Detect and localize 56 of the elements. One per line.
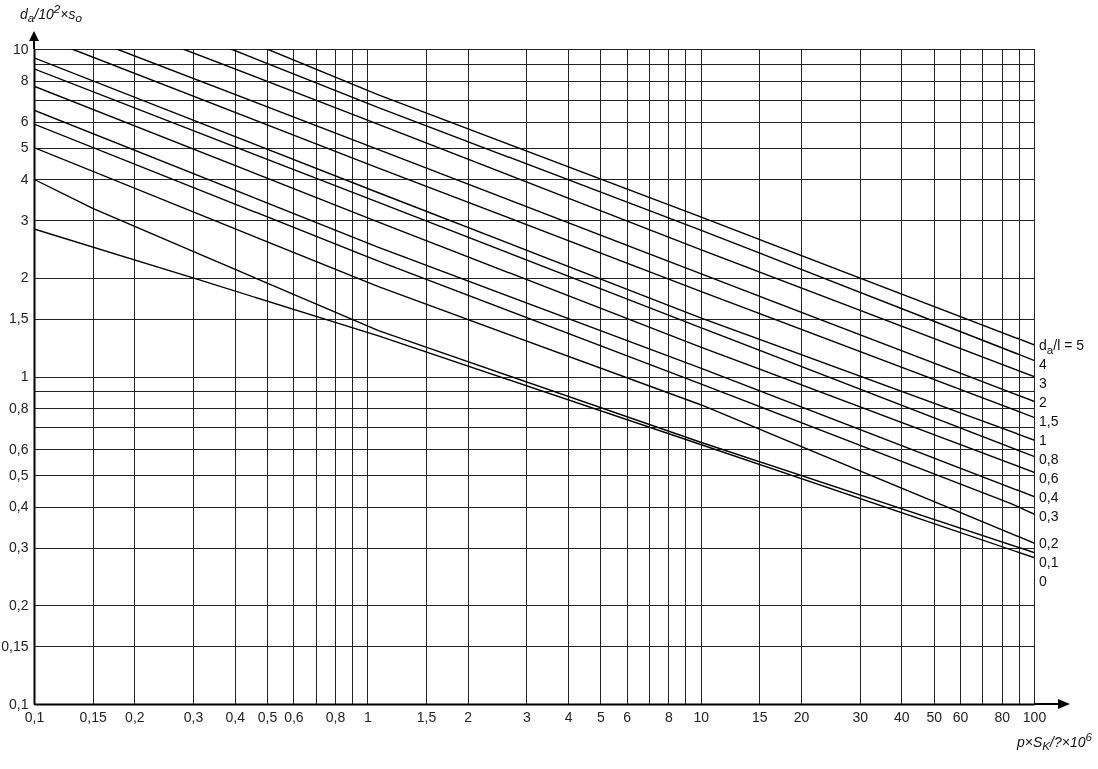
x-tick-label: 0,4 xyxy=(225,708,246,725)
y-tick-label: 0,5 xyxy=(9,466,29,483)
x-tick-label: 0,3 xyxy=(183,708,204,725)
y-tick-label: 1 xyxy=(20,368,29,384)
x-tick-label: 0,15 xyxy=(79,708,108,725)
x-axis-title: p×S$_{K}$/?×10$^{6}$ xyxy=(1016,730,1092,753)
series-label: 1 xyxy=(1039,431,1047,448)
series-label: d$_{a}$/l = 5 xyxy=(1039,336,1085,356)
x-tick-label: 0,6 xyxy=(284,708,304,725)
x-tick-label: 100 xyxy=(1022,708,1047,725)
y-tick-label: 0,15 xyxy=(1,637,29,654)
y-tick-label: 0,1 xyxy=(9,695,29,712)
y-axis-title: d$_{a}$/10$^{2}$×s$_{o}$ xyxy=(20,2,82,25)
x-tick-label: 1 xyxy=(363,708,372,725)
y-tick-label: 10 xyxy=(12,40,29,57)
series-label: 0,1 xyxy=(1039,554,1059,571)
x-tick-label: 30 xyxy=(852,708,869,725)
y-tick-label: 6 xyxy=(20,113,29,130)
series-label: 2 xyxy=(1039,393,1047,410)
x-tick-label: 50 xyxy=(926,708,943,725)
x-tick-label: 20 xyxy=(793,708,810,725)
x-tick-label: 2 xyxy=(464,708,473,725)
series-label: 0 xyxy=(1039,573,1047,590)
x-tick-label: 4 xyxy=(564,708,573,725)
x-tick-label: 3 xyxy=(522,708,531,725)
x-tick-label: 1,5 xyxy=(416,708,437,725)
series-label: 0,2 xyxy=(1039,535,1059,552)
x-tick-label: 5 xyxy=(596,708,605,725)
x-tick-label: 10 xyxy=(693,708,710,725)
series-label: 3 xyxy=(1039,374,1047,391)
x-tick-label: 15 xyxy=(752,708,768,725)
y-tick-label: 0,3 xyxy=(9,539,29,556)
y-tick-label: 2 xyxy=(20,269,29,286)
series-label: 0,6 xyxy=(1039,469,1059,486)
x-tick-label: 60 xyxy=(952,708,969,725)
y-tick-label: 1,5 xyxy=(9,310,29,327)
y-tick-label: 0,8 xyxy=(9,399,29,416)
y-tick-label: 8 xyxy=(20,72,29,89)
x-tick-label: 80 xyxy=(994,708,1011,725)
y-tick-label: 5 xyxy=(20,139,29,156)
x-tick-label: 8 xyxy=(664,708,673,725)
y-tick-label: 3 xyxy=(20,211,29,228)
x-tick-label: 0,8 xyxy=(325,708,346,725)
series-label: 0,4 xyxy=(1039,488,1059,505)
series-label: 4 xyxy=(1039,355,1047,372)
x-tick-label: 0,2 xyxy=(125,708,145,725)
series-label: 0,8 xyxy=(1039,450,1059,467)
y-tick-label: 0,4 xyxy=(9,498,29,515)
y-tick-label: 4 xyxy=(20,170,29,187)
series-label: 1,5 xyxy=(1039,412,1059,429)
series-label: 0,3 xyxy=(1039,507,1059,524)
y-tick-label: 0,6 xyxy=(9,440,29,457)
x-tick-label: 6 xyxy=(623,708,632,725)
y-tick-label: 0,2 xyxy=(9,596,29,613)
x-tick-label: 0,5 xyxy=(257,708,278,725)
x-tick-label: 40 xyxy=(894,708,910,725)
